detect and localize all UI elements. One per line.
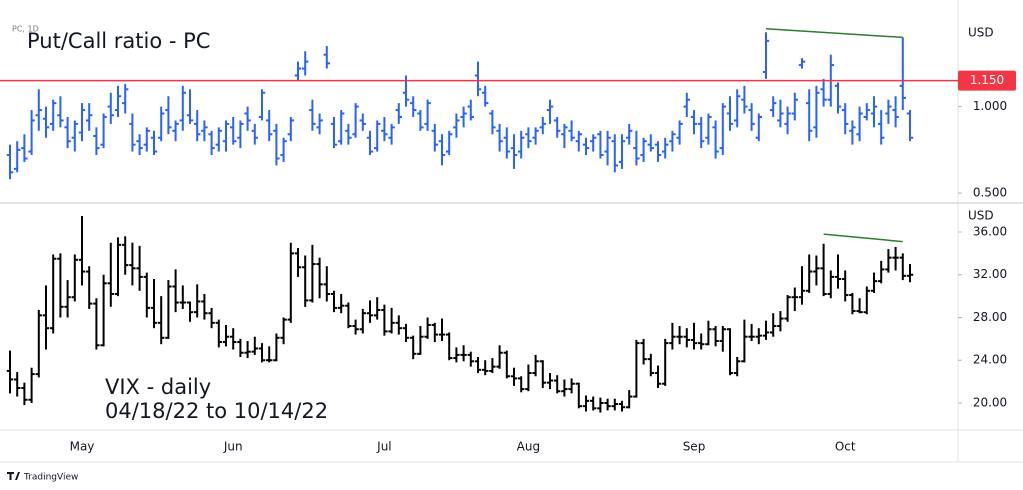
symbol-label: PC, 1D	[12, 25, 39, 34]
y-tick-label: 0.500	[973, 186, 1007, 200]
logo-icon	[7, 472, 20, 480]
x-tick-label: Oct	[835, 440, 856, 454]
chart-title: Put/Call ratio - PC	[27, 29, 210, 53]
series	[6, 32, 914, 180]
tradingview-logo: TradingView	[7, 472, 78, 483]
x-tick-label: Jul	[376, 440, 391, 454]
annotation: 04/18/22 to 10/14/22	[105, 399, 328, 423]
y-tick-label: 36.00	[973, 225, 1007, 239]
unit-label: USD	[968, 209, 994, 223]
reference-label: 1.150	[970, 73, 1004, 87]
trendline	[765, 28, 903, 39]
x-tick-label: May	[70, 440, 95, 454]
y-tick-label: 20.00	[973, 395, 1007, 409]
x-tick-label: Aug	[517, 440, 540, 454]
reference-label-box	[958, 70, 1016, 91]
y-tick-label: 32.00	[973, 267, 1007, 281]
x-tick-label: Jun	[223, 440, 243, 454]
series	[6, 215, 914, 413]
branding: TradingView	[23, 473, 78, 483]
unit-label: USD	[968, 26, 994, 40]
y-tick-label: 24.00	[973, 353, 1007, 367]
y-tick-label: 28.00	[973, 310, 1007, 324]
trendline	[823, 233, 903, 243]
y-tick-label: 1.000	[973, 99, 1007, 113]
annotation: VIX - daily	[105, 375, 211, 399]
x-tick-label: Sep	[683, 440, 706, 454]
